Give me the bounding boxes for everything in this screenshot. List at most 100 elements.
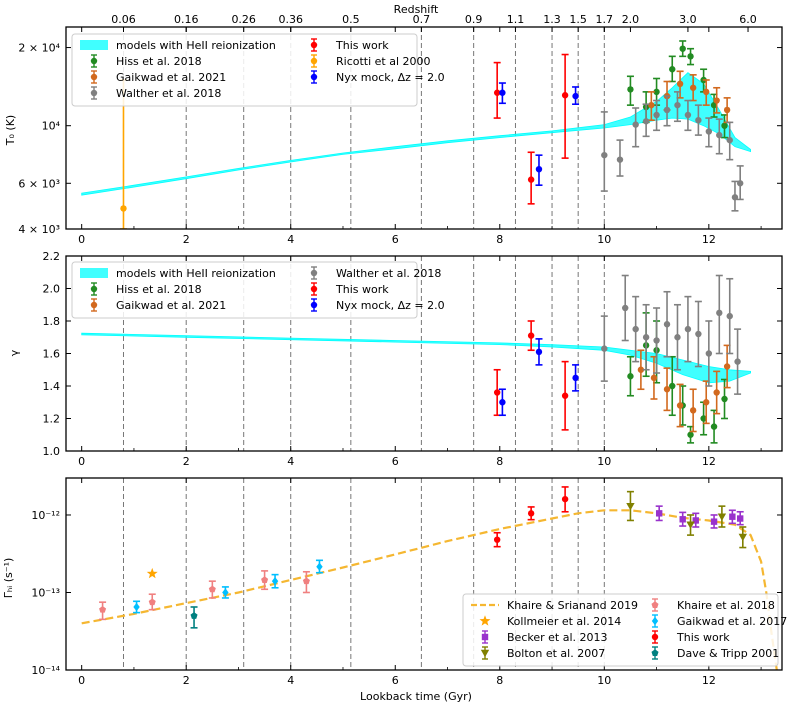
data-point bbox=[674, 101, 681, 109]
data-point bbox=[120, 205, 127, 212]
data-point bbox=[736, 180, 744, 187]
legend-marker bbox=[90, 301, 98, 309]
data-point bbox=[676, 402, 684, 409]
data-point bbox=[723, 363, 731, 370]
axes-frame bbox=[65, 477, 783, 671]
legend-label: Gaikwad et al. 2021 bbox=[116, 299, 226, 312]
legend-label: This work bbox=[676, 631, 730, 644]
data-point bbox=[527, 332, 535, 339]
x-tick-label: 8 bbox=[496, 674, 503, 687]
data-point bbox=[710, 518, 718, 525]
model-band bbox=[81, 332, 751, 384]
axes-frame bbox=[65, 26, 783, 230]
redshift-tick-label: 1.7 bbox=[596, 13, 614, 26]
data-point bbox=[731, 194, 739, 201]
x-tick-label: 6 bbox=[392, 674, 399, 687]
data-point bbox=[148, 598, 156, 606]
data-point bbox=[687, 53, 694, 60]
x-tick-label: 4 bbox=[287, 674, 294, 687]
data-point bbox=[99, 605, 107, 613]
data-point bbox=[626, 502, 635, 511]
data-point bbox=[669, 382, 676, 390]
gammahi-ylabel: Γₕᵢ (s⁻¹) bbox=[2, 558, 15, 599]
y-tick-label: 6 × 10³ bbox=[18, 177, 60, 190]
redshift-tick-label: 2.0 bbox=[622, 13, 640, 26]
legend-swatch-band bbox=[80, 268, 108, 278]
data-point bbox=[692, 517, 699, 524]
data-point bbox=[674, 334, 681, 341]
legend-label: This work bbox=[335, 39, 389, 52]
legend-marker bbox=[310, 73, 318, 81]
data-point bbox=[679, 516, 686, 523]
legend-label: Gaikwad et al. 2021 bbox=[116, 71, 226, 84]
legend-marker bbox=[481, 633, 489, 641]
data-point bbox=[572, 374, 579, 382]
x-tick-label: 12 bbox=[702, 233, 716, 246]
data-point bbox=[734, 358, 741, 365]
x-tick-label: 4 bbox=[287, 455, 294, 468]
data-point bbox=[721, 122, 728, 129]
redshift-tick-label: 0.26 bbox=[231, 13, 256, 26]
legend-label: Ricotti et al 2000 bbox=[336, 55, 431, 68]
data-point bbox=[650, 374, 658, 382]
y-tick-label: 1.8 bbox=[43, 315, 61, 328]
data-point bbox=[705, 350, 713, 357]
x-tick-label: 8 bbox=[496, 233, 503, 246]
legend-label: models with HeII reionization bbox=[116, 39, 276, 52]
data-point bbox=[686, 521, 695, 529]
y-tick-label: 4 × 10³ bbox=[18, 223, 60, 236]
legend-marker bbox=[90, 285, 98, 293]
data-point bbox=[499, 89, 506, 96]
plot-area bbox=[81, 256, 751, 451]
data-point bbox=[716, 131, 723, 139]
data-point bbox=[642, 118, 650, 125]
redshift-tick-label: 0.36 bbox=[278, 13, 303, 26]
data-point bbox=[527, 510, 535, 517]
legend-label: Hiss et al. 2018 bbox=[116, 55, 202, 68]
data-point bbox=[632, 121, 639, 128]
data-point bbox=[146, 567, 158, 579]
legend-marker bbox=[651, 601, 659, 608]
data-point bbox=[689, 407, 697, 414]
legend-label: Becker et al. 2013 bbox=[507, 631, 608, 644]
data-point bbox=[627, 373, 634, 380]
plot-area bbox=[81, 478, 778, 670]
redshift-tick-label: 1.5 bbox=[569, 13, 587, 26]
x-tick-label: 0 bbox=[78, 233, 85, 246]
redshift-tick-label: 0.06 bbox=[111, 13, 136, 26]
x-tick-label: 6 bbox=[392, 233, 399, 246]
data-point bbox=[261, 576, 269, 583]
y-tick-label: 2 × 10⁴ bbox=[18, 42, 60, 55]
y-tick-label: 1.0 bbox=[43, 445, 61, 458]
legend-label: Kollmeier et al. 2014 bbox=[507, 615, 621, 628]
y-tick-label: 10⁴ bbox=[42, 120, 61, 133]
data-point bbox=[726, 312, 733, 320]
data-point bbox=[271, 576, 279, 586]
data-point bbox=[663, 321, 671, 328]
legend-label: Khaire & Srianand 2019 bbox=[507, 599, 638, 612]
x-tick-label: 8 bbox=[496, 455, 503, 468]
x-tick-label: 6 bbox=[392, 455, 399, 468]
data-point bbox=[717, 513, 727, 521]
data-point bbox=[561, 92, 569, 99]
data-point bbox=[561, 495, 569, 503]
y-tick-label: 10⁻¹² bbox=[31, 509, 60, 522]
legend-label: Dave & Tripp 2001 bbox=[677, 647, 779, 660]
legend-label: Hiss et al. 2018 bbox=[116, 283, 202, 296]
data-point bbox=[738, 533, 748, 542]
legend-frame bbox=[71, 261, 418, 319]
legend-marker bbox=[90, 89, 98, 97]
redshift-tick-label: 0.9 bbox=[465, 13, 483, 26]
x-tick-label: 2 bbox=[183, 455, 190, 468]
y-tick-label: 2.2 bbox=[43, 250, 61, 263]
data-point bbox=[653, 88, 660, 96]
model-band bbox=[81, 72, 751, 196]
panel-gamma: γ 0 2 4 6 8 10 12 1.0 1.2 1.4 1.6 1.8 2.0 2.2 models w… bbox=[8, 250, 783, 468]
redshift-tick-label: 0.5 bbox=[342, 13, 360, 26]
data-point bbox=[663, 386, 671, 393]
legend-label: Walther et al. 2018 bbox=[116, 87, 221, 100]
data-point bbox=[616, 156, 624, 163]
legend-label: Walther et al. 2018 bbox=[336, 267, 441, 280]
data-point bbox=[637, 366, 645, 373]
